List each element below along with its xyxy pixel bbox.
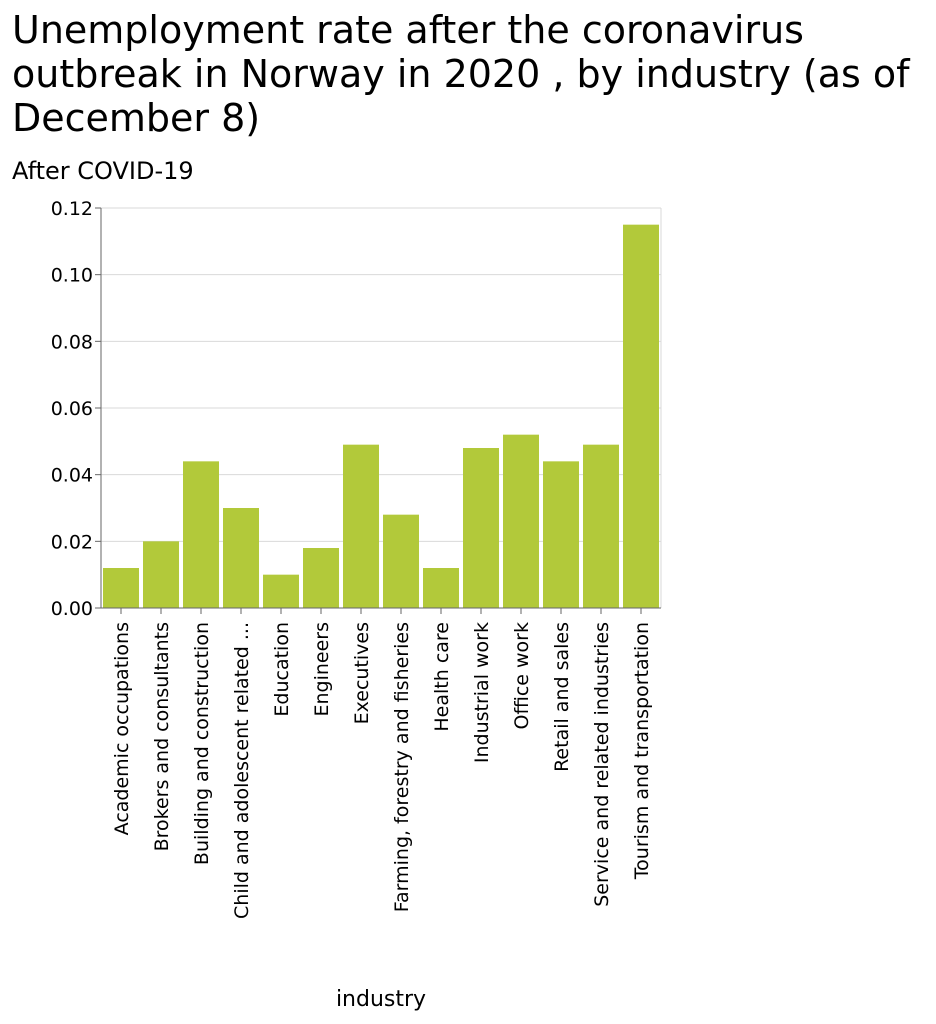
x-tick-label: Child and adolescent related ... bbox=[231, 622, 253, 919]
y-tick-label: 0.04 bbox=[51, 465, 93, 487]
x-tick-label: Brokers and consultants bbox=[151, 622, 173, 851]
y-tick-label: 0.12 bbox=[51, 198, 93, 220]
bar bbox=[383, 514, 419, 608]
x-tick-label: Office work bbox=[511, 622, 533, 729]
x-tick-label: Health care bbox=[431, 622, 453, 732]
x-axis-title: industry bbox=[336, 987, 426, 1012]
bar bbox=[623, 224, 659, 608]
bar bbox=[143, 541, 179, 608]
chart-title: Unemployment rate after the coronavirus … bbox=[12, 8, 910, 140]
y-tick-label: 0.08 bbox=[51, 331, 93, 353]
x-tick-label: Building and construction bbox=[191, 622, 213, 865]
y-tick-label: 0.06 bbox=[51, 398, 93, 420]
axes bbox=[95, 207, 661, 614]
x-tick-label: Service and related industries bbox=[591, 622, 613, 907]
x-tick-label: Education bbox=[271, 622, 293, 717]
bar bbox=[223, 508, 259, 608]
y-tick-label: 0.10 bbox=[51, 265, 93, 287]
x-tick-label: Farming, forestry and fisheries bbox=[391, 622, 413, 912]
x-tick-label: Academic occupations bbox=[111, 622, 133, 835]
y-tick-label: 0.00 bbox=[51, 598, 93, 620]
bar bbox=[303, 548, 339, 608]
y-tick-labels: 0.00 0.02 0.04 0.06 0.08 0.10 0.12 bbox=[51, 198, 93, 620]
bar bbox=[463, 448, 499, 608]
bar bbox=[503, 434, 539, 608]
bar bbox=[343, 444, 379, 608]
x-tick-labels: Academic occupations Brokers and consulta… bbox=[111, 622, 653, 919]
chart-subtitle: After COVID-19 bbox=[12, 157, 194, 185]
bar bbox=[263, 574, 299, 608]
x-tick-label: Executives bbox=[351, 622, 373, 724]
bar bbox=[103, 568, 139, 608]
bar bbox=[183, 461, 219, 608]
bar bbox=[583, 444, 619, 608]
bar bbox=[543, 461, 579, 608]
x-tick-label: Tourism and transportation bbox=[631, 622, 653, 880]
x-tick-label: Engineers bbox=[311, 622, 333, 717]
bars bbox=[103, 224, 659, 608]
x-tick-label: Industrial work bbox=[471, 622, 493, 763]
x-tick-label: Retail and sales bbox=[551, 622, 573, 772]
bar bbox=[423, 568, 459, 608]
y-tick-label: 0.02 bbox=[51, 531, 93, 553]
